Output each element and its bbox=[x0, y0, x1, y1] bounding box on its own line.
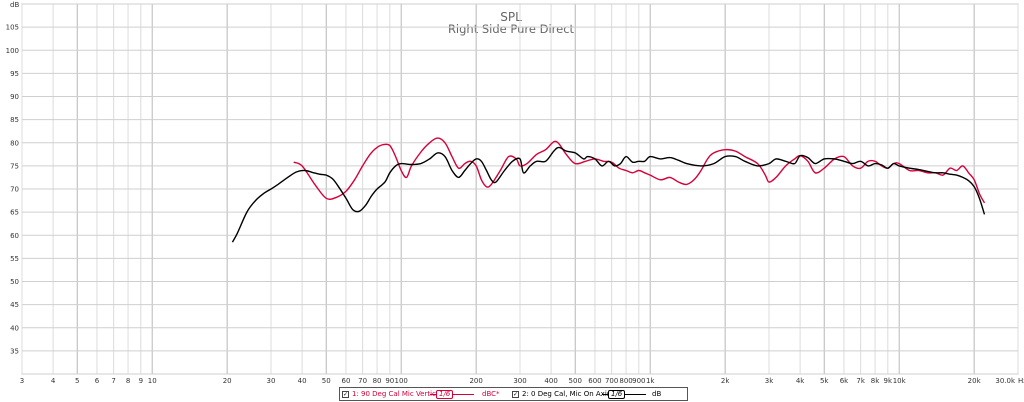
y-tick-label: 105 bbox=[6, 24, 19, 32]
x-tick-labels: 3 4 5 6 7 8 9 10 20 30 40 50 60 70 80 90 100 200 300 400 500… bbox=[20, 377, 1016, 385]
x-tick-label: 600 bbox=[588, 377, 601, 385]
x-tick-label: 3k bbox=[765, 377, 774, 385]
legend-checkbox-series-2[interactable]: ✓ bbox=[512, 390, 519, 398]
x-tick-label: 6k bbox=[840, 377, 849, 385]
x-tick-label: 6 bbox=[95, 377, 100, 385]
x-tick-label: 400 bbox=[544, 377, 557, 385]
x-tick-label: 900 bbox=[632, 377, 645, 385]
x-tick-label: 200 bbox=[469, 377, 482, 385]
y-axis-label: dB bbox=[10, 1, 19, 9]
legend-checkbox-series-1[interactable]: ✓ bbox=[342, 390, 349, 398]
x-tick-label: 30.0k bbox=[995, 377, 1016, 385]
x-tick-label: 8 bbox=[126, 377, 130, 385]
legend-label-series-2: 2: 0 Deg Cal, Mic On Axis bbox=[522, 390, 611, 398]
x-tick-label: 800 bbox=[619, 377, 632, 385]
x-tick-label: 7k bbox=[856, 377, 865, 385]
x-tick-label: 9k bbox=[884, 377, 893, 385]
x-tick-label: 3 bbox=[20, 377, 24, 385]
legend-units-series-2: dB bbox=[652, 390, 662, 398]
x-tick-label: 40 bbox=[298, 377, 307, 385]
y-tick-label: 75 bbox=[10, 162, 19, 170]
legend-units-series-1: dBC* bbox=[482, 390, 500, 398]
series-line-2 bbox=[231, 146, 986, 243]
y-tick-label: 40 bbox=[10, 324, 19, 332]
y-tick-labels: 35 40 45 50 55 60 65 70 75 80 85 90 95 100 105 bbox=[6, 24, 19, 356]
x-tick-label: 50 bbox=[322, 377, 331, 385]
smoothing-badge-series-2[interactable]: 1/6 bbox=[608, 390, 626, 399]
x-tick-label: 30 bbox=[267, 377, 276, 385]
x-tick-label: 90 bbox=[385, 377, 394, 385]
legend: ✓ 1: 90 Deg Cal Mic Vertical 1/6 dBC* ✓ … bbox=[339, 387, 688, 401]
smoothing-badge-series-1[interactable]: 1/6 bbox=[436, 390, 454, 399]
x-tick-label: 2k bbox=[721, 377, 730, 385]
grid-lines bbox=[21, 3, 1019, 375]
x-tick-label: 5 bbox=[75, 377, 79, 385]
x-tick-label: 4k bbox=[796, 377, 805, 385]
x-tick-label: 7 bbox=[111, 377, 115, 385]
series-curves bbox=[231, 137, 986, 243]
legend-item-series-1[interactable]: ✓ 1: 90 Deg Cal Mic Vertical bbox=[342, 388, 442, 400]
x-tick-label: 60 bbox=[341, 377, 350, 385]
x-tick-label: 5k bbox=[820, 377, 829, 385]
y-tick-label: 85 bbox=[10, 116, 19, 124]
y-tick-label: 65 bbox=[10, 209, 19, 217]
y-tick-label: 35 bbox=[10, 347, 19, 355]
y-tick-label: 95 bbox=[10, 70, 19, 78]
x-tick-label: 700 bbox=[605, 377, 618, 385]
legend-label-series-1: 1: 90 Deg Cal Mic Vertical bbox=[352, 390, 443, 398]
y-tick-label: 60 bbox=[10, 232, 19, 240]
x-tick-label: 80 bbox=[373, 377, 382, 385]
x-tick-label: 1k bbox=[646, 377, 655, 385]
y-tick-label: 50 bbox=[10, 278, 19, 286]
y-tick-label: 45 bbox=[10, 301, 19, 309]
x-tick-label: 10k bbox=[893, 377, 907, 385]
x-tick-label: 8k bbox=[871, 377, 880, 385]
x-tick-label: 20 bbox=[223, 377, 232, 385]
y-tick-label: 90 bbox=[10, 93, 19, 101]
x-tick-label: 10 bbox=[148, 377, 157, 385]
x-tick-label: 70 bbox=[358, 377, 367, 385]
x-tick-label: 500 bbox=[569, 377, 582, 385]
legend-item-series-2[interactable]: ✓ 2: 0 Deg Cal, Mic On Axis bbox=[512, 388, 610, 400]
x-tick-label: 9 bbox=[139, 377, 143, 385]
y-tick-label: 55 bbox=[10, 255, 19, 263]
y-tick-label: 80 bbox=[10, 139, 19, 147]
x-axis-unit: Hz bbox=[1018, 377, 1024, 385]
y-tick-label: 70 bbox=[10, 186, 19, 194]
y-tick-label: 100 bbox=[6, 47, 19, 55]
x-tick-label: 300 bbox=[513, 377, 526, 385]
chart-title: SPL bbox=[500, 10, 522, 24]
x-tick-label: 20k bbox=[968, 377, 982, 385]
x-tick-label: 100 bbox=[395, 377, 408, 385]
chart-subtitle: Right Side Pure Direct bbox=[448, 22, 575, 36]
x-tick-label: 4 bbox=[51, 377, 56, 385]
